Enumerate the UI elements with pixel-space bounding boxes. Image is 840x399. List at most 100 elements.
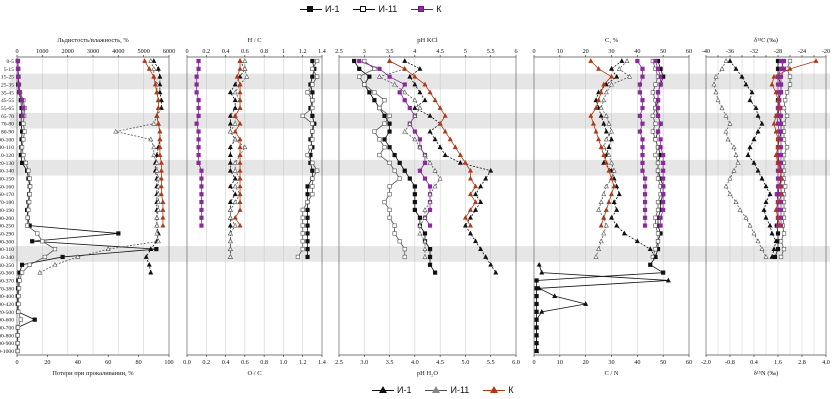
series-i11-bottom-point (731, 167, 737, 173)
series-i1-bottom-point (227, 183, 233, 189)
series-k-bottom-point (237, 89, 243, 95)
series-i11-bottom-point (606, 152, 612, 157)
series-i11-bottom-point (232, 222, 238, 228)
series-k-top-alt-point (199, 168, 204, 173)
series-i11-bottom-point (609, 128, 614, 134)
depth-label: 420-500 (0, 310, 14, 316)
top-tick-label: 2000 (61, 48, 73, 55)
series-i11-top-point (387, 207, 392, 213)
top-tick-label: 0.6 (241, 48, 249, 55)
series-i1-top-point (154, 247, 159, 252)
series-i1-bottom-point (745, 152, 751, 157)
series-i11-top-point (21, 137, 26, 142)
series-i1-bottom-point (467, 230, 473, 236)
series-i1-bottom-point (473, 207, 479, 212)
series-i1-bottom-point (227, 120, 233, 126)
series-i11-top-point (295, 254, 300, 260)
series-i1-sub-point (536, 285, 542, 291)
series-k-top-alt-point (778, 58, 784, 64)
series-k-bottom-point (157, 136, 163, 142)
series-i11-bottom-point (727, 120, 733, 126)
top-tick-label: 4000 (112, 48, 124, 55)
series-k-bottom-point (467, 167, 473, 173)
top-tick-label: -40 (702, 48, 710, 55)
series-i1-bottom-point (611, 199, 617, 204)
legend-item-k: К (483, 385, 514, 395)
series-i1-bottom-point (158, 97, 164, 103)
series-i1-bottom-point (763, 214, 769, 220)
series-i1-bottom-point (609, 214, 614, 220)
series-i11-bottom-point (603, 222, 609, 228)
series-i1-bottom-point (148, 246, 154, 252)
series-i11-top-point (787, 58, 793, 64)
series-k-top-alt-point (640, 145, 645, 150)
series-k-top-point (422, 176, 428, 181)
series-k-top-point (357, 58, 362, 64)
series-i11-top-point (300, 113, 305, 118)
bottom-tick-label: 40 (634, 359, 640, 366)
series-i11-bottom-point (427, 199, 433, 204)
top-tick-label: 4 (413, 48, 416, 55)
series-i11-bottom-point (154, 214, 160, 220)
series-i11-bottom-point (227, 246, 233, 252)
series-k-top-point (15, 66, 21, 71)
series-i11-top-point (310, 129, 315, 134)
series-k-top-alt-point (196, 152, 201, 158)
series-k-top-point (377, 66, 382, 71)
series-k-top-point (661, 184, 666, 189)
series-i1-top-point (648, 262, 653, 267)
series-i1-top-point (534, 294, 539, 299)
series-i11-top-point (778, 239, 784, 244)
bottom-axis-title: pH H₂O (417, 370, 439, 377)
series-i11-bottom-point (52, 261, 58, 267)
series-k-bottom-point (777, 183, 783, 189)
series-k-top-alt-point (642, 223, 648, 228)
series-k-top-alt-line (196, 61, 202, 226)
series-i11-top-point (22, 129, 27, 134)
series-i11-bottom-point (601, 230, 607, 236)
series-i11-bottom-point (627, 73, 633, 79)
series-i11-top-point (310, 82, 315, 87)
series-i1-bottom-point (232, 175, 238, 181)
series-i11-top-point (15, 333, 20, 338)
series-i1-top-point (661, 270, 666, 275)
series-k-top-alt-point (778, 90, 784, 95)
series-i11-top-point (372, 90, 377, 95)
series-i1-bottom-point (412, 105, 418, 110)
series-i11-top-point (387, 215, 392, 220)
series-i11-bottom-point (601, 191, 607, 197)
series-k-bottom-point (777, 105, 783, 110)
series-i11-top-point (650, 90, 655, 95)
series-i1-top-point (407, 176, 412, 181)
series-k-top-point (655, 90, 661, 95)
series-i11-bottom-point (154, 230, 160, 236)
series-k-top-point (16, 82, 21, 87)
series-i11-bottom-point (593, 254, 599, 259)
series-i11-top-point (310, 184, 315, 189)
series-i11-bottom-point (407, 120, 413, 126)
top-tick-label: 0.8 (260, 48, 268, 55)
series-k-top-alt-point (194, 121, 199, 126)
series-i11-bottom-point (723, 183, 729, 189)
series-k-bottom-point (237, 97, 243, 103)
series-i1-top-point (310, 90, 315, 95)
series-k-top-alt-point (196, 98, 201, 103)
series-i1-bottom-point (614, 207, 620, 212)
series-i11-top-point (25, 215, 30, 220)
depth-label: 190-200 (0, 216, 14, 222)
series-i1-bottom-point (606, 144, 612, 150)
bottom-axis-title: Потери при прокаливании, % (52, 370, 134, 377)
series-i1-top-point (310, 74, 315, 79)
series-k-bottom-point (158, 175, 164, 181)
series-k-top-alt-point (637, 82, 643, 87)
series-k-top-point (661, 160, 666, 165)
series-i1-top-point (427, 254, 433, 260)
depth-label: 400-420 (0, 302, 14, 308)
series-i11-top-point (382, 145, 387, 150)
top-tick-label: 60 (686, 48, 692, 55)
depth-label: 130-140 (0, 169, 14, 175)
series-i1-bottom-point (154, 152, 160, 157)
series-i1-bottom-point (412, 81, 418, 87)
top-tick-label: 3000 (87, 48, 99, 55)
series-i1-bottom-point (407, 73, 413, 79)
